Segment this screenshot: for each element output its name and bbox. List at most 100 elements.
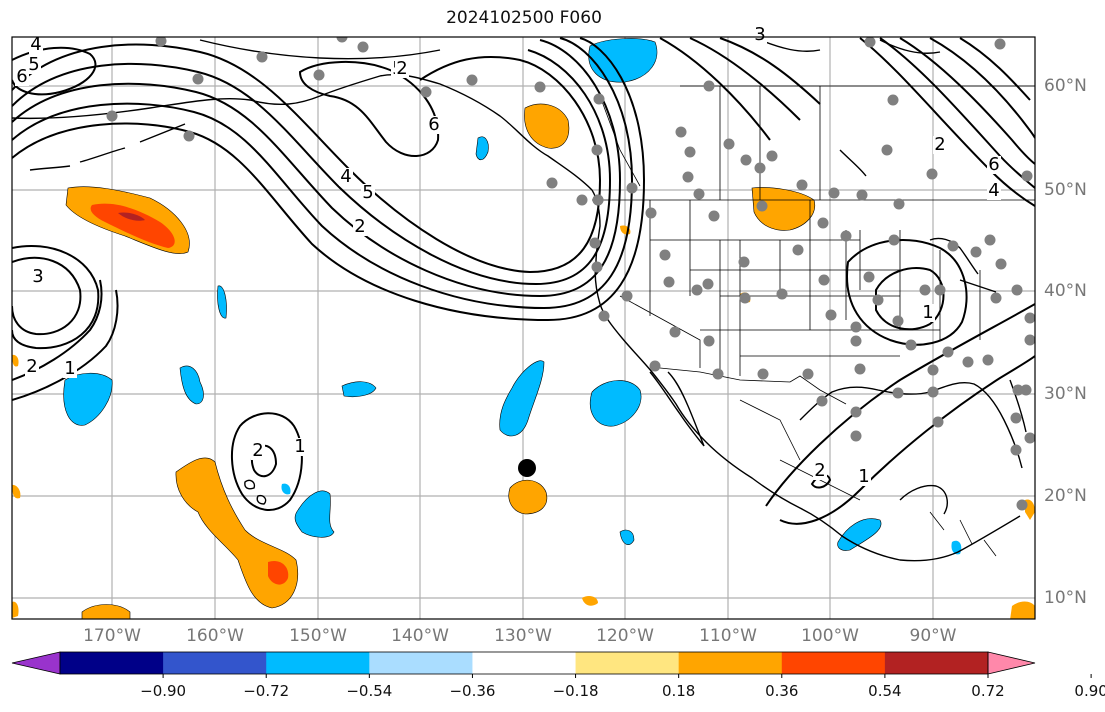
station-marker [893,198,905,210]
positive-anomaly-patch [12,354,19,367]
station-marker [1010,444,1022,456]
station-marker [754,162,766,174]
contour-label: 4 [30,34,41,55]
station-marker [723,138,735,150]
station-marker [776,288,788,300]
colorbar-max-extension [987,651,1036,675]
latitude-label: 40°N [1044,281,1087,301]
contour-label: 1 [64,358,75,379]
contour-label: 2 [252,440,263,461]
map-title: 2024102500 F060 [446,8,602,28]
station-marker [534,81,546,93]
negative-anomaly-patch [590,380,642,427]
contour-label: 1 [858,466,869,487]
contour-label: 3 [754,24,765,45]
positive-anomaly-patch [524,103,570,149]
positive-anomaly-patch [12,601,19,618]
station-marker [740,154,752,166]
negative-anomaly-patch [179,365,204,405]
negative-anomaly-patch [837,518,882,551]
station-marker [546,177,558,189]
contour-label-background [395,60,409,78]
colorbar-tick-label: 0.54 [868,682,902,700]
colorbar-tick-label: −0.54 [346,682,393,700]
station-marker [155,37,167,47]
station-marker [816,395,828,407]
latitude-label: 60°N [1044,76,1087,96]
station-marker [684,146,696,158]
contour-label: 2 [26,356,37,377]
contour-label-background [29,36,43,54]
contour-label-background [427,116,441,134]
contour-label: 3 [32,266,43,287]
colorbar-min-extension [11,651,61,675]
station-marker [905,339,917,351]
station-marker [466,74,478,86]
contour-label: 2 [354,216,365,237]
colorbar-segment [163,652,267,674]
station-marker [792,244,804,256]
station-marker [947,240,959,252]
station-marker [1010,412,1022,424]
station-marker [592,194,604,206]
station-marker [621,290,633,302]
station-marker [1020,384,1032,396]
contour-label-background [813,462,827,480]
station-marker [840,230,852,242]
strong-positive-anomaly-patch [268,560,289,585]
station-marker [802,368,814,380]
contour-label: 2 [396,58,407,79]
station-marker [313,69,325,81]
station-marker [927,364,939,376]
station-marker [192,73,204,85]
station-marker [872,294,884,306]
station-marker [970,246,982,258]
contour-label: 1 [294,436,305,457]
station-marker [850,406,862,418]
station-marker [850,430,862,442]
station-marker [738,256,750,268]
station-marker [702,278,714,290]
station-marker [336,37,348,43]
station-marker [856,189,868,201]
contour-label: 2 [934,134,945,155]
map-frame [11,36,1036,620]
contour-labels: 456563452321211212462 [15,24,1001,487]
longitude-label: 150°W [289,626,347,646]
colorbar-segment [266,652,370,674]
station-marker [589,237,601,249]
station-marker [863,271,875,283]
station-marker [357,41,369,53]
longitude-label: 110°W [699,626,757,646]
contour-label-background [987,156,1001,174]
positive-anomaly-patch [1025,499,1035,520]
latitude-label: 20°N [1044,486,1087,506]
contour-label: 2 [814,460,825,481]
contour-label-background [921,304,935,322]
station-marker [691,284,703,296]
location-marker [518,459,536,477]
station-marker [817,217,829,229]
station-marker [1016,499,1028,511]
station-marker [828,187,840,199]
contour-label: 4 [340,166,351,187]
peak-positive-anomaly-patch [118,212,145,221]
longitude-label: 160°W [186,626,244,646]
station-marker [675,126,687,138]
negative-anomaly-patch [619,529,635,545]
contour-label: 6 [16,66,27,87]
longitude-label: 120°W [596,626,654,646]
contour-label-background [293,438,307,456]
station-marker [659,249,671,261]
station-marker [990,292,1002,304]
colorbar-segment [472,652,577,674]
colorbar-tick-label: 0.18 [661,682,696,700]
station-marker [649,360,661,372]
longitude-label: 170°W [83,626,141,646]
latitude-label: 10°N [1044,588,1087,608]
colorbar-segment [678,652,783,674]
contour-label-background [25,358,39,376]
negative-anomaly-patch [294,490,335,538]
station-marker [420,86,432,98]
station-marker [864,37,876,48]
